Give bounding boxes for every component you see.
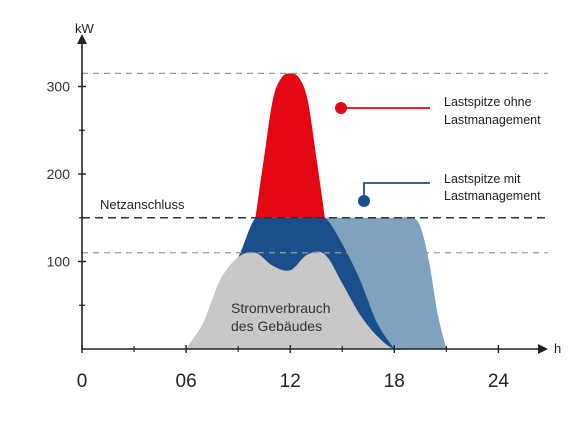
gray-area-label-line1: Stromverbrauch [231, 300, 331, 316]
red-peak-area [255, 73, 325, 218]
x-tick-label: 0 [77, 371, 88, 392]
y-tick-label: 300 [47, 79, 71, 95]
areas-group [186, 73, 447, 350]
x-axis-unit: h [554, 341, 561, 356]
axes: kW h [75, 21, 561, 356]
red-annotation-line1: Lastspitze ohne [444, 95, 532, 109]
x-tick-label: 24 [488, 371, 510, 392]
blue-annotation-marker [358, 195, 370, 207]
ticks: 100 200 300 0 06 12 18 24 [47, 79, 510, 393]
gray-area-label-line2: des Gebäudes [231, 318, 322, 334]
netzanschluss-label: Netzanschluss [100, 197, 185, 212]
red-annotation-marker [335, 102, 347, 114]
blue-annotation-line1: Lastspitze mit [444, 172, 521, 186]
x-axis-arrow-icon [538, 344, 548, 354]
y-tick-label: 200 [47, 166, 71, 182]
y-tick-label: 100 [47, 254, 71, 270]
x-tick-label: 12 [280, 371, 301, 392]
red-annotation-line2: Lastmanagement [444, 113, 541, 127]
reference-lines [82, 72, 548, 254]
x-tick-label: 18 [384, 371, 405, 392]
y-axis-arrow-icon [77, 34, 87, 44]
annotations: Lastspitze ohne Lastmanagement Lastspitz… [100, 95, 541, 334]
x-tick-label: 06 [176, 371, 197, 392]
blue-annotation-line2: Lastmanagement [444, 189, 541, 203]
gray-consumption-area [186, 251, 447, 350]
y-axis-unit: kW [75, 21, 95, 36]
blue-annotation-leader [363, 182, 430, 201]
